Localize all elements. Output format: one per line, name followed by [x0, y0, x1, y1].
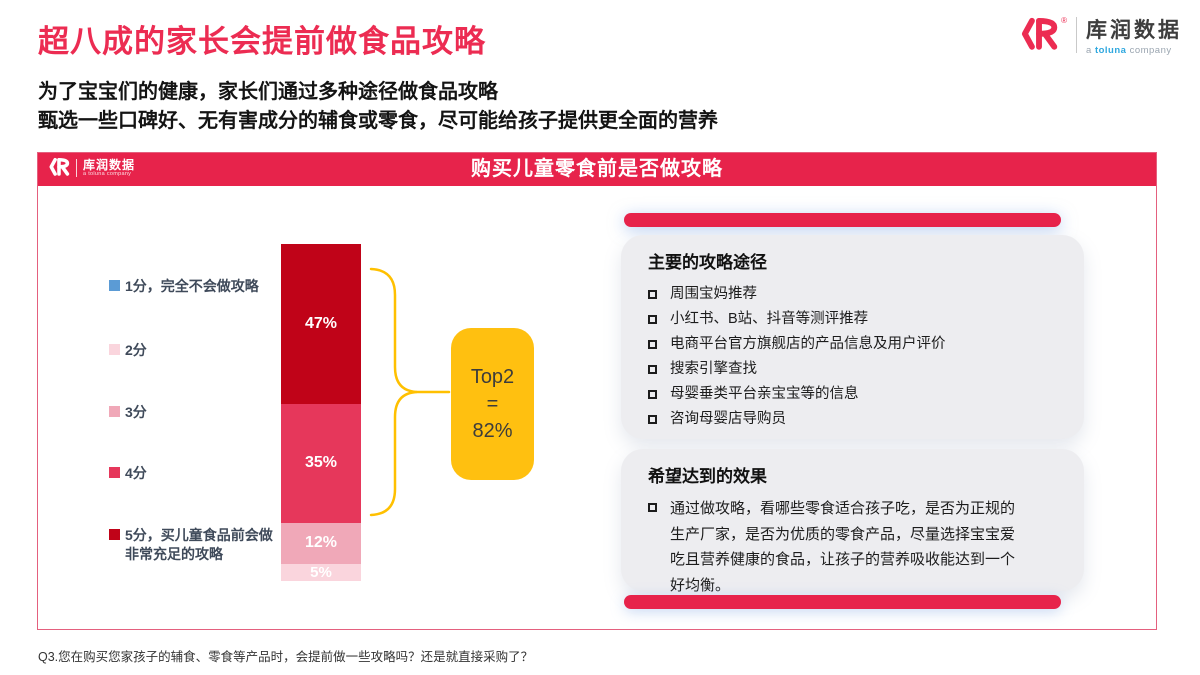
legend-swatch-pink — [109, 406, 120, 417]
effects-heading: 希望达到的效果 — [648, 467, 767, 486]
channel-item: 电商平台官方旗舰店的产品信息及用户评价 — [648, 332, 1057, 357]
checkbox-icon — [648, 340, 657, 349]
subtitle-line-1: 为了宝宝们的健康，家长们通过多种途径做食品攻略 — [38, 81, 498, 103]
card-header: 库润数据 a toluna company 购买儿童零食前是否做攻略 — [38, 153, 1156, 186]
chart-card: 库润数据 a toluna company 购买儿童零食前是否做攻略 1分，完全… — [37, 152, 1157, 630]
card-header-logo: 库润数据 a toluna company — [48, 157, 135, 178]
checkbox-icon — [648, 365, 657, 374]
brand-divider — [1076, 17, 1077, 53]
header-brand-name: 库润数据 — [83, 157, 136, 172]
legend-swatch-dark-red — [109, 529, 120, 540]
bar-segment-3: 12% — [281, 522, 361, 564]
red-bar-bottom — [624, 595, 1061, 609]
subtitle-line-2: 甄选一些口碑好、无有害成分的辅食或零食，尽可能给孩子提供更全面的营养 — [38, 110, 718, 132]
stacked-bar: 47% 35% 12% 5% — [281, 244, 361, 581]
checkbox-icon — [648, 390, 657, 399]
legend-item-2: 2分 — [109, 341, 147, 360]
legend-swatch-blue — [109, 280, 120, 291]
channel-item: 周围宝妈推荐 — [648, 282, 1057, 307]
bar-segment-4: 35% — [281, 403, 361, 523]
channel-item: 搜索引擎查找 — [648, 357, 1057, 382]
channels-heading: 主要的攻略途径 — [648, 253, 767, 272]
header-logo-divider — [76, 158, 77, 177]
question-footnote: Q3.您在购买您家孩子的辅食、零食等产品时，会提前做一些攻略吗？还是就直接采购了… — [38, 650, 534, 664]
effect-item: 通过做攻略，看哪些零食适合孩子吃，是否为正规的生产厂家，是否为优质的零食产品，尽… — [648, 496, 1057, 598]
top2-annotation: Top2 = 82% — [451, 328, 534, 480]
toluna-wordmark: toluna — [1094, 45, 1127, 56]
legend-item-5: 5分，买儿童食品前会做非常充足的攻略 — [109, 526, 275, 564]
card-header-title: 购买儿童零食前是否做攻略 — [471, 158, 723, 180]
legend-swatch-crimson — [109, 467, 120, 478]
checkbox-icon — [648, 415, 657, 424]
brand-logo: ® 库润数据 a toluna company — [1019, 14, 1182, 56]
legend-swatch-light-pink — [109, 344, 120, 355]
bar-segment-5: 47% — [281, 244, 361, 404]
channel-item: 小红书、B站、抖音等测评推荐 — [648, 307, 1057, 332]
legend-item-4: 4分 — [109, 464, 147, 483]
registered-mark: ® — [1061, 16, 1067, 25]
kr-logo-icon — [1022, 17, 1058, 50]
legend-item-3: 3分 — [109, 403, 147, 422]
kr-logo-white-icon — [49, 157, 70, 176]
bar-segment-2: 5% — [281, 563, 361, 581]
checkbox-icon — [648, 315, 657, 324]
channel-item: 咨询母婴店导购员 — [648, 407, 1057, 432]
effects-panel: 希望达到的效果 通过做攻略，看哪些零食适合孩子吃，是否为正规的生产厂家，是否为优… — [621, 449, 1084, 594]
red-bar-top — [624, 213, 1061, 227]
brace-icon — [369, 267, 451, 517]
checkbox-icon — [648, 290, 657, 299]
channel-item: 母婴垂类平台亲宝宝等的信息 — [648, 382, 1057, 407]
checkbox-icon — [648, 503, 657, 512]
channels-panel: 主要的攻略途径 周围宝妈推荐 小红书、B站、抖音等测评推荐 电商平台官方旗舰店的… — [621, 235, 1084, 439]
header-brand-tagline: a toluna company — [83, 170, 132, 177]
subtitle: 为了宝宝们的健康，家长们通过多种途径做食品攻略 甄选一些口碑好、无有害成分的辅食… — [38, 78, 718, 136]
brand-tagline: a toluna company — [1086, 45, 1172, 56]
brand-name: 库润数据 — [1086, 19, 1182, 42]
page-title: 超八成的家长会提前做食品攻略 — [38, 24, 486, 59]
legend-item-1: 1分，完全不会做攻略 — [109, 277, 259, 296]
